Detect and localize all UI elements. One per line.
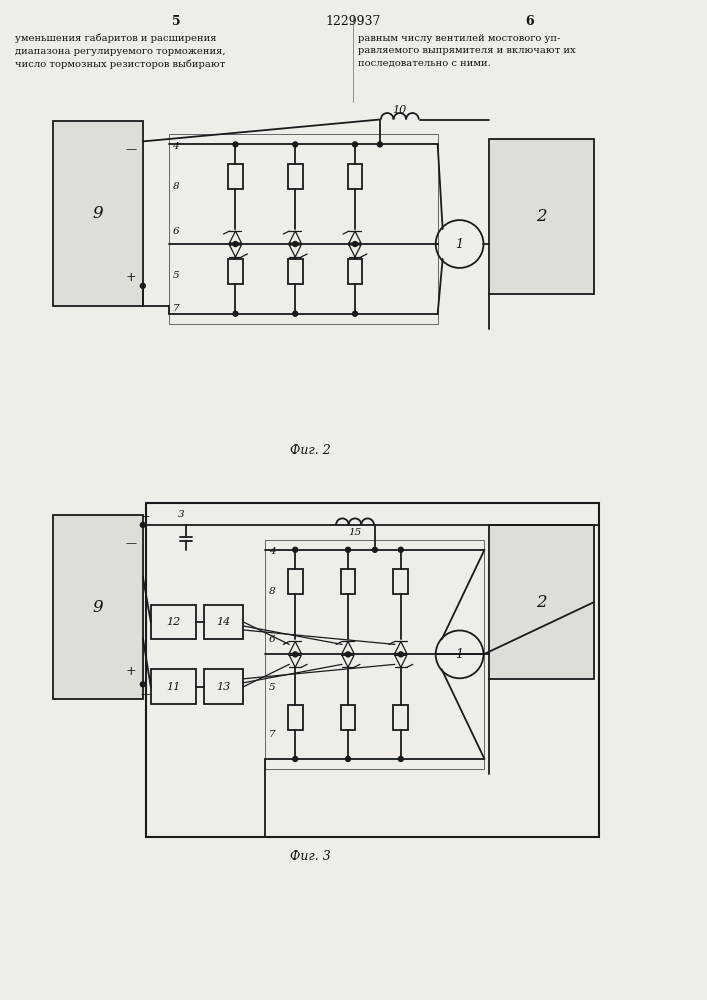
Bar — [169, 134, 438, 324]
Bar — [393, 569, 408, 594]
Text: 12: 12 — [166, 617, 180, 627]
Text: 6: 6 — [173, 227, 179, 236]
Bar — [348, 164, 363, 189]
Circle shape — [233, 242, 238, 246]
Text: —: — — [140, 689, 151, 699]
Text: равным числу вентилей мостового уп-
равляемого выпрямителя и включают их
последо: равным числу вентилей мостового уп- равл… — [358, 34, 575, 68]
Text: 1: 1 — [455, 238, 464, 251]
Circle shape — [353, 242, 358, 246]
Bar — [489, 525, 594, 679]
Circle shape — [293, 311, 298, 316]
Text: 8: 8 — [173, 182, 179, 191]
Bar — [341, 569, 356, 594]
Bar — [151, 605, 196, 639]
Bar — [204, 669, 243, 704]
Bar — [228, 164, 243, 189]
Circle shape — [293, 547, 298, 552]
Text: 5: 5 — [269, 683, 276, 692]
Text: 9: 9 — [93, 205, 103, 222]
Circle shape — [346, 756, 351, 761]
Text: +: + — [141, 512, 151, 522]
Text: +: + — [126, 271, 136, 284]
Bar — [288, 705, 303, 730]
Text: —: — — [125, 144, 136, 154]
Text: Фиг. 2: Фиг. 2 — [290, 444, 331, 457]
Text: Фиг. 3: Фиг. 3 — [290, 850, 331, 863]
Text: 9: 9 — [93, 599, 103, 616]
Text: 8: 8 — [269, 587, 276, 596]
Text: 4: 4 — [173, 142, 179, 151]
Text: 6: 6 — [525, 15, 534, 28]
Circle shape — [293, 652, 298, 657]
Text: 5: 5 — [173, 271, 179, 280]
Bar — [204, 605, 243, 639]
Bar — [146, 503, 599, 837]
Circle shape — [293, 242, 298, 246]
Text: 2: 2 — [537, 594, 547, 611]
Circle shape — [378, 142, 382, 147]
Circle shape — [398, 756, 403, 761]
Circle shape — [293, 142, 298, 147]
Circle shape — [141, 283, 146, 288]
Text: +: + — [126, 665, 136, 678]
Text: 7: 7 — [173, 304, 179, 313]
Circle shape — [141, 682, 146, 687]
Circle shape — [346, 547, 351, 552]
Bar — [288, 164, 303, 189]
Bar — [228, 259, 243, 284]
Text: 13: 13 — [216, 682, 230, 692]
Text: 5: 5 — [173, 15, 181, 28]
Text: 2: 2 — [537, 208, 547, 225]
Circle shape — [353, 311, 358, 316]
Bar — [288, 259, 303, 284]
Circle shape — [398, 547, 403, 552]
Bar — [53, 121, 143, 306]
Text: 1229937: 1229937 — [325, 15, 380, 28]
Text: 15: 15 — [349, 528, 361, 537]
Circle shape — [353, 142, 358, 147]
Circle shape — [233, 142, 238, 147]
Circle shape — [346, 652, 351, 657]
Circle shape — [398, 652, 403, 657]
Circle shape — [233, 311, 238, 316]
Bar — [265, 540, 484, 769]
Text: уменьшения габаритов и расширения
диапазона регулируемого торможения,
число торм: уменьшения габаритов и расширения диапаз… — [16, 34, 226, 69]
Circle shape — [373, 547, 378, 552]
Bar — [348, 259, 363, 284]
Bar — [288, 569, 303, 594]
Circle shape — [141, 522, 146, 527]
Bar — [341, 705, 356, 730]
Text: 4: 4 — [269, 547, 276, 556]
Bar — [489, 139, 594, 294]
Text: 10: 10 — [392, 105, 407, 115]
Text: —: — — [125, 538, 136, 548]
Circle shape — [293, 756, 298, 761]
Text: 1: 1 — [455, 648, 464, 661]
Text: 14: 14 — [216, 617, 230, 627]
Text: 6: 6 — [269, 635, 276, 644]
Bar — [151, 669, 196, 704]
Text: 3: 3 — [178, 510, 185, 519]
Text: 11: 11 — [166, 682, 180, 692]
Text: 7: 7 — [269, 730, 276, 739]
Bar — [393, 705, 408, 730]
Bar — [53, 515, 143, 699]
